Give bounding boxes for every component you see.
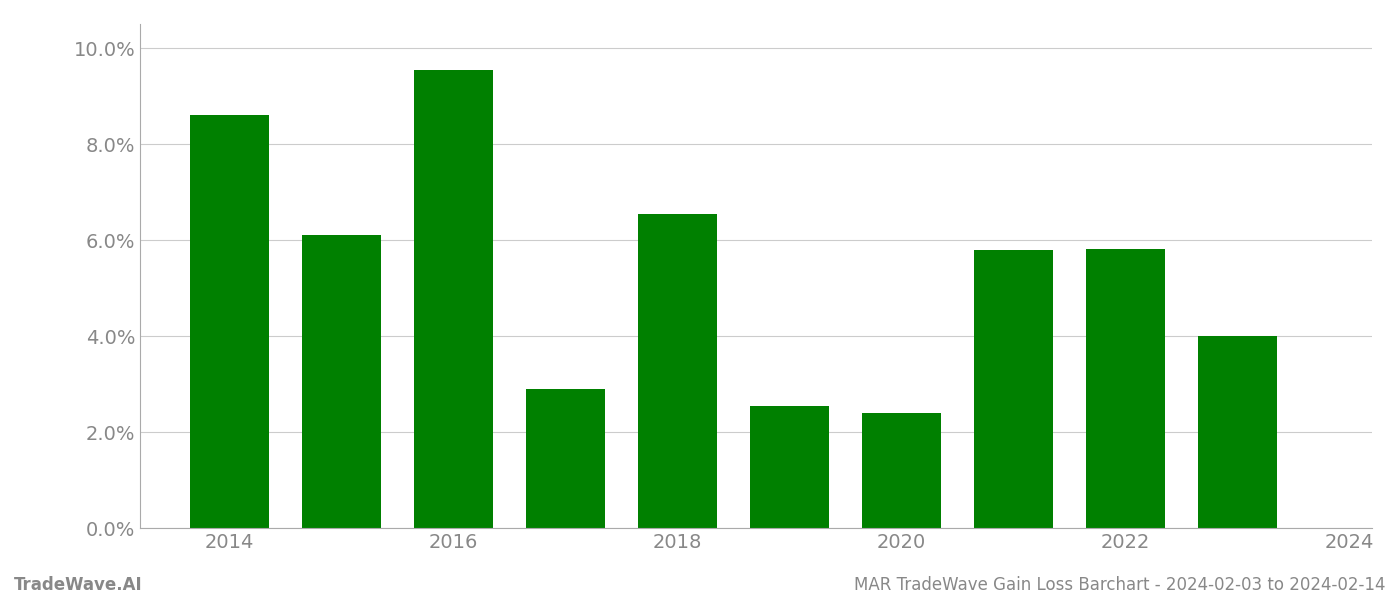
Bar [190, 115, 269, 528]
Text: TradeWave.AI: TradeWave.AI [14, 576, 143, 594]
Bar [1198, 336, 1277, 528]
Bar [414, 70, 493, 528]
Bar [1086, 248, 1165, 528]
Bar [302, 235, 381, 528]
Bar [526, 389, 605, 528]
Bar [974, 250, 1053, 528]
Bar [638, 214, 717, 528]
Bar [750, 406, 829, 528]
Bar [862, 413, 941, 528]
Text: MAR TradeWave Gain Loss Barchart - 2024-02-03 to 2024-02-14: MAR TradeWave Gain Loss Barchart - 2024-… [854, 576, 1386, 594]
